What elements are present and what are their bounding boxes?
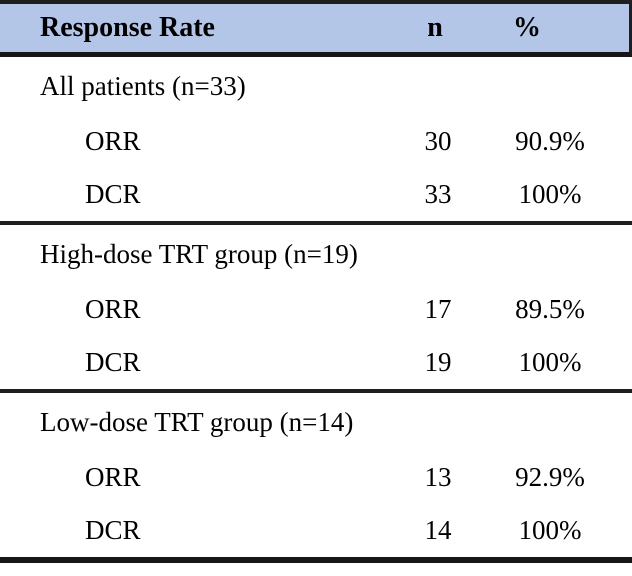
group-title: High-dose TRT group (n=19) [40,238,358,269]
section-divider [0,221,632,225]
row-label: ORR [85,126,141,156]
response-rate-table: Response Rate n % All patients (n=33) OR… [0,0,632,563]
group-title: Low-dose TRT group (n=14) [40,406,354,437]
table-row-orr: ORR 13 92.9% [0,451,632,504]
section-low-dose: Low-dose TRT group (n=14) ORR 13 92.9% D… [0,393,632,557]
section-high-dose: High-dose TRT group (n=19) ORR 17 89.5% … [0,225,632,389]
group-title-row: High-dose TRT group (n=19) [0,225,632,283]
cell-percent: 100% [518,515,582,545]
cell-percent: 100% [518,347,582,377]
header-n: n [427,12,443,43]
group-title-row: All patients (n=33) [0,57,632,115]
header-percent: % [513,12,541,43]
table-row-dcr: DCR 14 100% [0,504,632,557]
cell-n: 14 [424,515,452,545]
cell-percent: 89.5% [515,294,585,324]
cell-n: 33 [424,179,452,209]
table-header-row: Response Rate n % [0,0,632,57]
table-row-dcr: DCR 33 100% [0,168,632,221]
cell-n: 30 [424,126,452,156]
cell-n: 17 [424,294,452,324]
table-bottom-rule [0,557,632,563]
table-row-orr: ORR 30 90.9% [0,115,632,168]
row-label: DCR [85,515,141,545]
row-label: ORR [85,294,141,324]
cell-percent: 92.9% [515,462,585,492]
section-all-patients: All patients (n=33) ORR 30 90.9% DCR 33 … [0,57,632,221]
group-title: All patients (n=33) [40,70,246,101]
table-row-orr: ORR 17 89.5% [0,283,632,336]
header-response-rate: Response Rate [40,12,215,43]
row-label: ORR [85,462,141,492]
table-row-dcr: DCR 19 100% [0,336,632,389]
section-divider [0,389,632,393]
row-label: DCR [85,179,141,209]
cell-percent: 100% [518,179,582,209]
row-label: DCR [85,347,141,377]
group-title-row: Low-dose TRT group (n=14) [0,393,632,451]
cell-n: 13 [424,462,452,492]
cell-percent: 90.9% [515,126,585,156]
cell-n: 19 [424,347,452,377]
